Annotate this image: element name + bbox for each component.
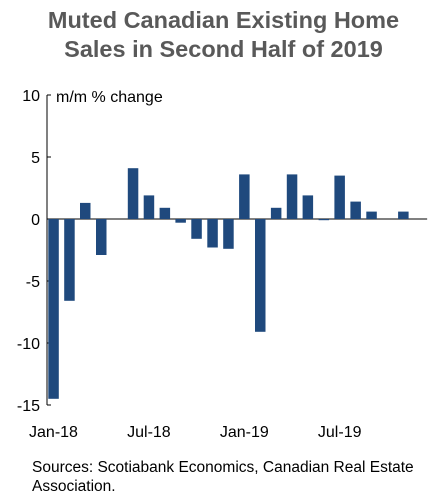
bar-jan-19: [239, 174, 250, 219]
bar-jan-18: [48, 219, 59, 399]
x-tick-label: Jul-18: [127, 424, 171, 441]
y-tick-label: 10: [22, 88, 40, 105]
x-axis-labels: Jan-18 Jul-18 Jan-19 Jul-19: [29, 424, 362, 441]
x-tick-label: Jan-19: [220, 424, 269, 441]
bar-jun-18: [127, 168, 139, 219]
y-axis-ticks: 10 5 0 -5 -10 -15: [17, 88, 51, 415]
chart-title-line-2: Sales in Second Half of 2019: [64, 36, 383, 62]
bar-oct-18: [191, 219, 202, 239]
bar-feb-18: [64, 219, 75, 301]
bar-aug-18: [159, 207, 171, 219]
bar-sep-19: [366, 211, 377, 219]
bar-nov-19: [398, 211, 409, 219]
bar-may-19: [302, 195, 314, 219]
bar-dec-18: [223, 219, 234, 249]
source-note: Sources: Scotiabank Economics, Canadian …: [32, 459, 414, 495]
y-tick-label: -5: [26, 274, 40, 291]
bar-apr-18: [96, 219, 107, 255]
bar-nov-18: [207, 219, 218, 248]
chart-title-line-1: Muted Canadian Existing Home: [47, 7, 400, 33]
x-tick-label: Jul-19: [318, 424, 362, 441]
bar-apr-19: [286, 174, 298, 219]
bar-feb-19: [255, 219, 266, 332]
chart-title: Muted Canadian Existing Home Sales in Se…: [0, 6, 447, 64]
bar-mar-19: [270, 207, 282, 219]
bar-jun-19: [318, 219, 330, 221]
y-tick-label: -10: [17, 336, 40, 353]
unit-label: m/m % change: [56, 89, 163, 106]
y-tick-label: 0: [31, 212, 40, 229]
bar-jul-18: [143, 195, 155, 219]
bar-sep-18: [175, 219, 186, 223]
y-tick-label: 5: [31, 150, 40, 167]
bar-aug-19: [350, 201, 361, 219]
bar-mar-18: [80, 202, 91, 219]
x-tick-label: Jan-18: [29, 424, 78, 441]
y-tick-label: -15: [17, 398, 40, 415]
bars: [48, 168, 409, 399]
bar-jul-19: [334, 175, 345, 219]
